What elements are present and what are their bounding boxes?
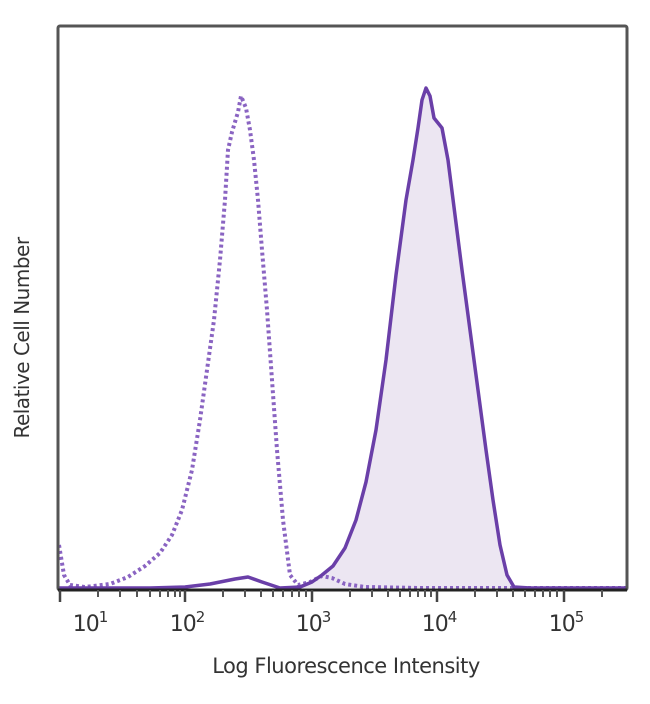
tick-base: 10 (72, 612, 100, 637)
x-tick-label-10-1: 101 (72, 608, 108, 637)
stained-histogram-fill (300, 88, 520, 588)
isotype-histogram-line (57, 89, 627, 590)
tick-exponent: 4 (447, 608, 457, 626)
tick-exponent: 3 (321, 608, 331, 626)
x-tick-label-10-2: 102 (169, 608, 205, 637)
tick-base: 10 (295, 612, 323, 637)
stained-histogram-line (59, 86, 627, 590)
x-tick-label-10-5: 105 (548, 608, 584, 637)
tick-base: 10 (169, 612, 197, 637)
plot-frame (56, 24, 629, 592)
x-major-ticks (58, 590, 566, 602)
tick-exponent: 5 (574, 608, 584, 626)
y-axis-label: Relative Cell Number (10, 237, 34, 439)
x-axis-label: Log Fluorescence Intensity (212, 654, 480, 678)
tick-exponent: 1 (98, 608, 108, 626)
tick-base: 10 (548, 612, 576, 637)
x-tick-label-10-3: 103 (295, 608, 331, 637)
x-minor-ticks (97, 590, 603, 597)
x-tick-label-10-4: 104 (421, 608, 457, 637)
tick-base: 10 (421, 612, 449, 637)
tick-exponent: 2 (195, 608, 205, 626)
